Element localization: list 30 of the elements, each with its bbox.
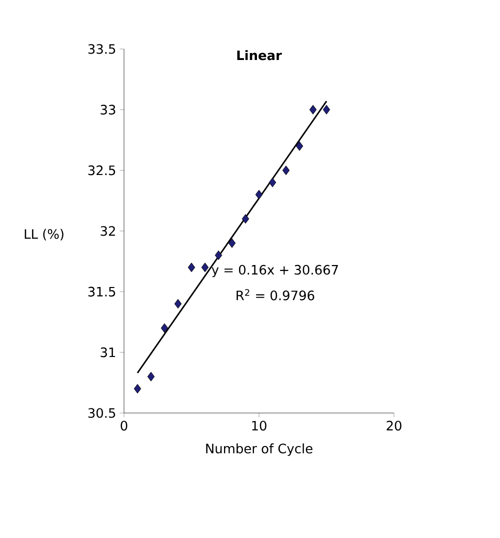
point [282, 166, 290, 176]
y-tick-label: 32.5 [88, 165, 116, 176]
y-tick-label: 33.5 [88, 44, 116, 54]
point [296, 141, 304, 151]
point [242, 214, 250, 224]
point [322, 104, 330, 114]
annotation: R$^{2}$ = 0.9796 [236, 289, 314, 300]
point [228, 238, 236, 248]
point [201, 262, 209, 272]
point [134, 384, 142, 394]
point [268, 178, 276, 188]
x-axis-title: Number of Cycle [206, 443, 312, 456]
point [147, 372, 155, 382]
y-tick-label: 33 [100, 104, 116, 115]
x-tick-label: 10 [252, 420, 266, 431]
y-tick-label: 32 [100, 226, 115, 236]
point [214, 250, 222, 260]
point [160, 323, 168, 333]
annotation: y = 0.16x + 30.667 [212, 264, 338, 278]
chart-title: Linear [237, 50, 282, 60]
point [188, 262, 196, 272]
point [174, 299, 182, 309]
y-axis-title: LL (%) [24, 228, 64, 240]
x-tick-label: 0 [120, 420, 128, 431]
y-tick-label: 31.5 [88, 286, 116, 297]
y-tick-label: 30.5 [88, 408, 116, 418]
point [309, 104, 317, 114]
point [255, 190, 263, 200]
x-tick-label: 20 [386, 420, 402, 431]
y-tick-label: 31 [100, 347, 116, 358]
